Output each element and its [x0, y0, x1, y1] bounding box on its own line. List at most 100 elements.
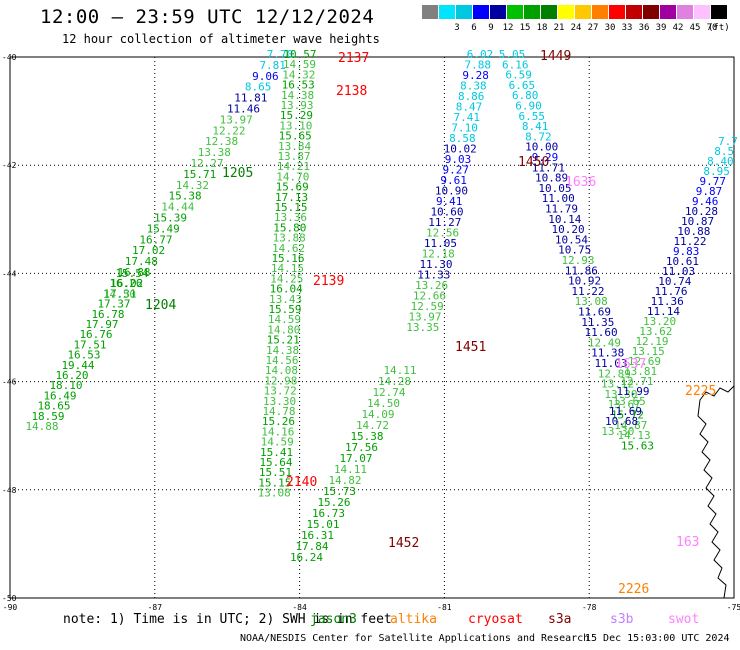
wave-height-value: 14.32 — [282, 68, 315, 81]
wave-height-value: 14.59 — [261, 436, 294, 449]
wave-height-value: 10.89 — [535, 172, 568, 185]
pass-time-label: 1637 — [615, 357, 646, 372]
wave-height-value: 15.59 — [268, 303, 301, 316]
wave-height-value: 12.98 — [264, 374, 297, 387]
pass-time-label: 2137 — [338, 51, 369, 66]
lon-label: -78 — [582, 603, 597, 612]
wave-height-value: 10.87 — [681, 215, 714, 228]
legend-swot: swot — [668, 612, 700, 627]
wave-height-value: 17.51 — [73, 338, 106, 351]
wave-height-value: 13.30 — [601, 425, 634, 438]
wave-height-value: 8.38 — [460, 80, 487, 93]
wave-height-value: 10.57 — [283, 48, 316, 61]
wave-height-value: 17.48 — [125, 255, 158, 268]
wave-height-value: 15.69 — [276, 181, 309, 194]
wave-height-value: 16.49 — [43, 389, 76, 402]
wave-height-value: 6.59 — [505, 69, 532, 82]
wave-height-value: 16.53 — [282, 79, 315, 92]
wave-height-value: 9.29 — [532, 151, 559, 164]
wave-height-value: 12.89 — [598, 367, 631, 380]
scale-swatch — [609, 5, 625, 19]
wave-height-value: 15.80 — [273, 221, 306, 234]
wave-height-value: 11.76 — [654, 285, 687, 298]
lat-label: -46 — [2, 378, 17, 387]
wave-height-value: 14.32 — [176, 179, 209, 192]
wave-height-value: 8.5 — [714, 145, 734, 158]
wave-height-value: 11.27 — [428, 216, 461, 229]
wave-height-value: 6.90 — [515, 100, 542, 113]
pass-time-label: 2139 — [313, 274, 344, 289]
wave-height-value: 12.49 — [588, 336, 621, 349]
lon-label: -81 — [437, 603, 452, 612]
wave-height-value: 12.56 — [426, 227, 459, 240]
scale-label: 36 — [638, 23, 650, 33]
legend-cryosat: cryosat — [468, 612, 523, 627]
wave-height-value: 11.30 — [419, 258, 452, 271]
wave-height-value: 15.26 — [262, 415, 295, 428]
wave-height-value: 15.01 — [306, 518, 339, 531]
wave-height-value: 9.27 — [443, 164, 470, 177]
wave-height-value: 10.75 — [558, 244, 591, 257]
wave-height-value: 11.46 — [227, 103, 260, 116]
scale-label: 27 — [587, 23, 599, 33]
wave-height-value: 5.05 — [499, 48, 526, 61]
wave-height-value: 16.31 — [301, 529, 334, 542]
pass-time-label: 1451 — [455, 340, 486, 355]
wave-height-value: 15.71 — [183, 168, 216, 181]
scale-swatch — [575, 5, 591, 19]
wave-height-value: 9.77 — [700, 175, 727, 188]
lat-label: -42 — [2, 161, 17, 170]
wave-height-value: 14.11 — [383, 364, 416, 377]
wave-height-value: 10.68 — [605, 415, 638, 428]
coastline — [697, 384, 735, 599]
lon-label: -84 — [292, 603, 307, 612]
wave-height-value: 9.61 — [440, 174, 467, 187]
wave-height-value: 6.65 — [509, 79, 536, 92]
wave-height-value: 14.16 — [261, 425, 294, 438]
scale-swatch — [626, 5, 642, 19]
pass-time-label: 1205 — [222, 166, 253, 181]
wave-height-value: 11.03 — [594, 357, 627, 370]
lon-label: -75 — [727, 603, 740, 612]
wave-height-value: 15.29 — [280, 109, 313, 122]
wave-height-value: 15.64 — [259, 456, 292, 469]
scale-swatch — [507, 5, 523, 19]
wave-height-value: 6.16 — [502, 58, 529, 71]
wave-height-value: 11.99 — [616, 385, 649, 398]
generated-time: 15 Dec 15:03:00 UTC 2024 — [585, 633, 730, 644]
wave-height-value: 10.28 — [685, 205, 718, 218]
wave-height-value: 13.35 — [406, 321, 439, 334]
wave-height-value: 13.26 — [415, 279, 448, 292]
wave-height-value: 14.28 — [378, 375, 411, 388]
pass-time-label: 1449 — [540, 49, 571, 64]
wave-height-value: 17.37 — [97, 298, 130, 311]
wave-height-value: 10.90 — [435, 185, 468, 198]
wave-height-value: 10.60 — [430, 206, 463, 219]
wave-height-value: 7.81 — [259, 59, 286, 72]
wave-height-value: 13.81 — [624, 365, 657, 378]
scale-swatch — [558, 5, 574, 19]
footnote: note: 1) Time is in UTC; 2) SWH is in fe… — [63, 612, 392, 627]
lon-label: -90 — [3, 603, 18, 612]
pass-time-label: 2138 — [336, 84, 367, 99]
legend-s3b: s3b — [610, 612, 634, 627]
pass-time-label: 1636 — [565, 175, 596, 190]
scale-swatch — [592, 5, 608, 19]
wave-height-value: 14.78 — [262, 405, 295, 418]
wave-height-value: 15.15 — [274, 201, 307, 214]
wave-height-value: 13.93 — [280, 99, 313, 112]
lat-label: -50 — [2, 594, 17, 603]
wave-height-value: 13.84 — [278, 140, 311, 153]
wave-height-value: 10.61 — [666, 255, 699, 268]
scale-label: 33 — [621, 23, 633, 33]
wave-height-value: 13.87 — [277, 150, 310, 163]
wave-height-value: 7.88 — [465, 59, 492, 72]
wave-height-value: 8.95 — [703, 165, 730, 178]
wave-height-value: 12.74 — [372, 386, 405, 399]
scale-swatch — [677, 5, 693, 19]
wave-height-value: 11.86 — [565, 264, 598, 277]
wave-height-value: 14.08 — [265, 364, 298, 377]
legend-s3a: s3a — [548, 612, 572, 627]
pass-time-label: 163 — [676, 535, 699, 550]
